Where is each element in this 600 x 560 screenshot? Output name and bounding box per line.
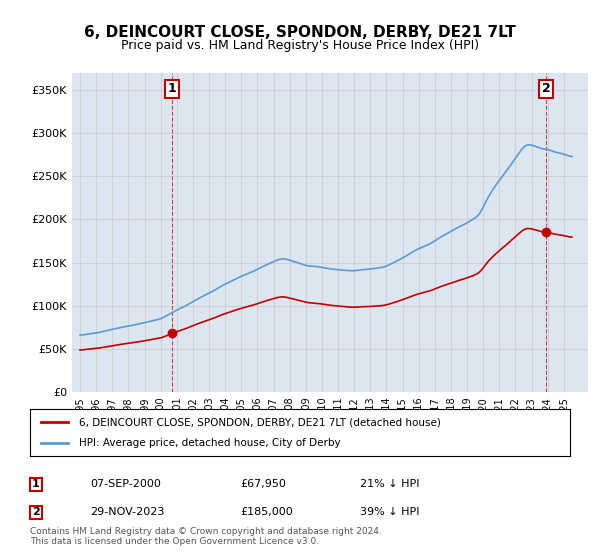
Text: 2: 2 [542,82,551,95]
Text: £67,950: £67,950 [240,479,286,489]
Text: 2: 2 [32,507,40,517]
Text: 39% ↓ HPI: 39% ↓ HPI [360,507,419,517]
Text: HPI: Average price, detached house, City of Derby: HPI: Average price, detached house, City… [79,438,340,448]
Text: £185,000: £185,000 [240,507,293,517]
Text: 6, DEINCOURT CLOSE, SPONDON, DERBY, DE21 7LT: 6, DEINCOURT CLOSE, SPONDON, DERBY, DE21… [84,25,516,40]
Text: 21% ↓ HPI: 21% ↓ HPI [360,479,419,489]
Text: 1: 1 [167,82,176,95]
Text: Contains HM Land Registry data © Crown copyright and database right 2024.
This d: Contains HM Land Registry data © Crown c… [30,526,382,546]
Text: Price paid vs. HM Land Registry's House Price Index (HPI): Price paid vs. HM Land Registry's House … [121,39,479,52]
Text: 6, DEINCOURT CLOSE, SPONDON, DERBY, DE21 7LT (detached house): 6, DEINCOURT CLOSE, SPONDON, DERBY, DE21… [79,417,440,427]
Text: 07-SEP-2000: 07-SEP-2000 [90,479,161,489]
Text: 1: 1 [32,479,40,489]
Text: 29-NOV-2023: 29-NOV-2023 [90,507,164,517]
